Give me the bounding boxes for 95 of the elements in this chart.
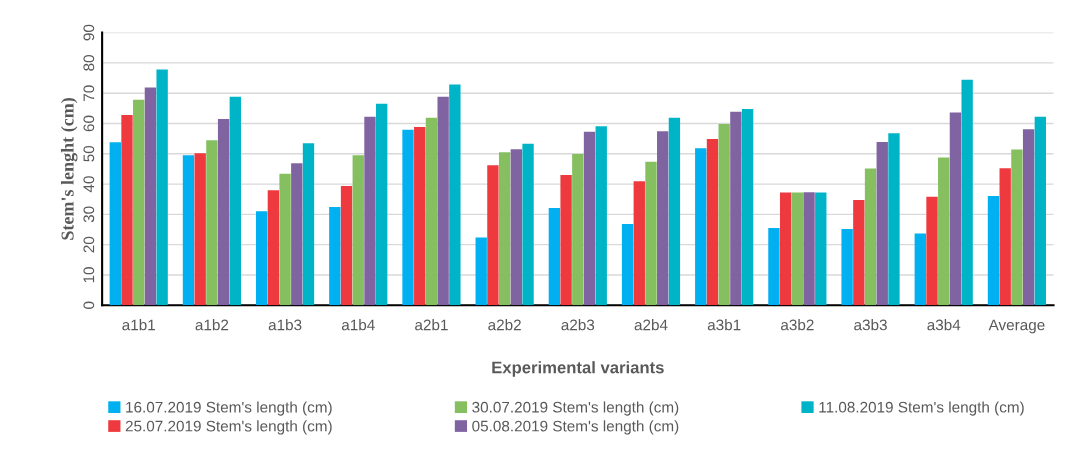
bar [510, 149, 523, 306]
bar [668, 117, 681, 306]
x-tick-label: a2b3 [561, 319, 595, 331]
bar [621, 224, 634, 306]
x-tick-label: a1b2 [195, 319, 229, 331]
bar [987, 195, 1000, 306]
bar [718, 124, 730, 306]
y-tick-label: 40 [83, 176, 95, 193]
bar [961, 79, 973, 306]
x-tick-label: a1b4 [341, 319, 375, 331]
bar [194, 153, 206, 306]
bar [841, 228, 853, 306]
x-tick-label: a3b3 [854, 319, 887, 331]
bar [437, 96, 449, 306]
bar [633, 181, 645, 306]
y-tick-label: 10 [83, 267, 95, 283]
legend-label: 16.07.2019 Stem's length (cm) [126, 401, 332, 416]
x-tick-label: a2b2 [488, 319, 521, 331]
bar [791, 192, 804, 306]
bar [548, 208, 561, 306]
x-tick-label: a2b4 [634, 319, 668, 331]
legend-label: 11.08.2019 Stem's length (cm) [819, 401, 1024, 416]
legend-label: 05.08.2019 Stem's length (cm) [472, 420, 679, 435]
y-tick-label: 50 [83, 145, 95, 162]
bar [853, 200, 865, 306]
bar [376, 103, 388, 306]
bar [779, 192, 792, 306]
bar [914, 233, 926, 306]
y-tick-label: 80 [83, 55, 95, 71]
x-axis-title: Experimental variants [492, 361, 664, 377]
x-tick-label: a3b1 [707, 319, 741, 331]
bar [302, 143, 315, 306]
bar [425, 117, 438, 306]
bar [1022, 129, 1035, 306]
bar [217, 118, 230, 306]
x-tick-label: a1b3 [268, 319, 302, 331]
bar [402, 129, 414, 306]
bar [864, 168, 877, 306]
y-tick-label: 0 [83, 301, 95, 309]
bar [475, 237, 487, 306]
legend-label: 30.07.2019 Stem's length (cm) [472, 401, 679, 416]
x-tick-label: a2b1 [415, 319, 448, 331]
bar [730, 111, 742, 306]
bar [352, 155, 364, 306]
bar [144, 87, 157, 306]
bar [768, 227, 780, 306]
bar [706, 138, 719, 306]
bar [291, 163, 303, 306]
bar [1034, 116, 1047, 306]
y-axis-title: Stem's lenght (cm) [60, 98, 78, 240]
bar [949, 112, 962, 306]
bar [414, 127, 426, 306]
bar [572, 154, 584, 306]
bar [583, 131, 596, 306]
bar [815, 192, 827, 306]
bar [109, 142, 121, 306]
bar [876, 141, 888, 306]
bar [279, 173, 291, 306]
x-tick-label: Average [988, 319, 1045, 334]
bar [121, 115, 133, 306]
bar [741, 108, 754, 306]
bar [229, 96, 241, 306]
y-tick-label: 30 [83, 206, 95, 223]
x-tick-label: a3b4 [927, 319, 961, 331]
y-tick-label: 90 [83, 24, 95, 41]
bar [206, 140, 218, 306]
bar [522, 143, 534, 306]
bar [498, 152, 511, 306]
bar [938, 157, 950, 306]
y-tick-label: 60 [83, 115, 95, 132]
y-tick-label: 70 [83, 85, 95, 101]
bar [364, 116, 376, 306]
bar [267, 190, 280, 306]
y-tick-label: 20 [83, 236, 95, 253]
bar [888, 133, 900, 306]
bar [999, 168, 1011, 306]
bar [645, 161, 657, 306]
bar [560, 174, 572, 306]
bar [340, 185, 353, 306]
bar [657, 131, 669, 306]
bar [449, 84, 461, 306]
x-tick-label: a3b2 [781, 319, 814, 331]
x-tick-label: a1b1 [122, 319, 155, 331]
bar [926, 196, 938, 306]
bar [695, 148, 707, 306]
bar [595, 126, 607, 306]
bar [487, 165, 499, 306]
legend-label: 25.07.2019 Stem's length (cm) [125, 420, 332, 435]
bar [156, 69, 168, 306]
bar [803, 192, 815, 306]
bar [1011, 149, 1023, 306]
bar [133, 99, 145, 306]
bar [255, 211, 268, 306]
bar [182, 155, 195, 306]
bar [329, 207, 341, 306]
